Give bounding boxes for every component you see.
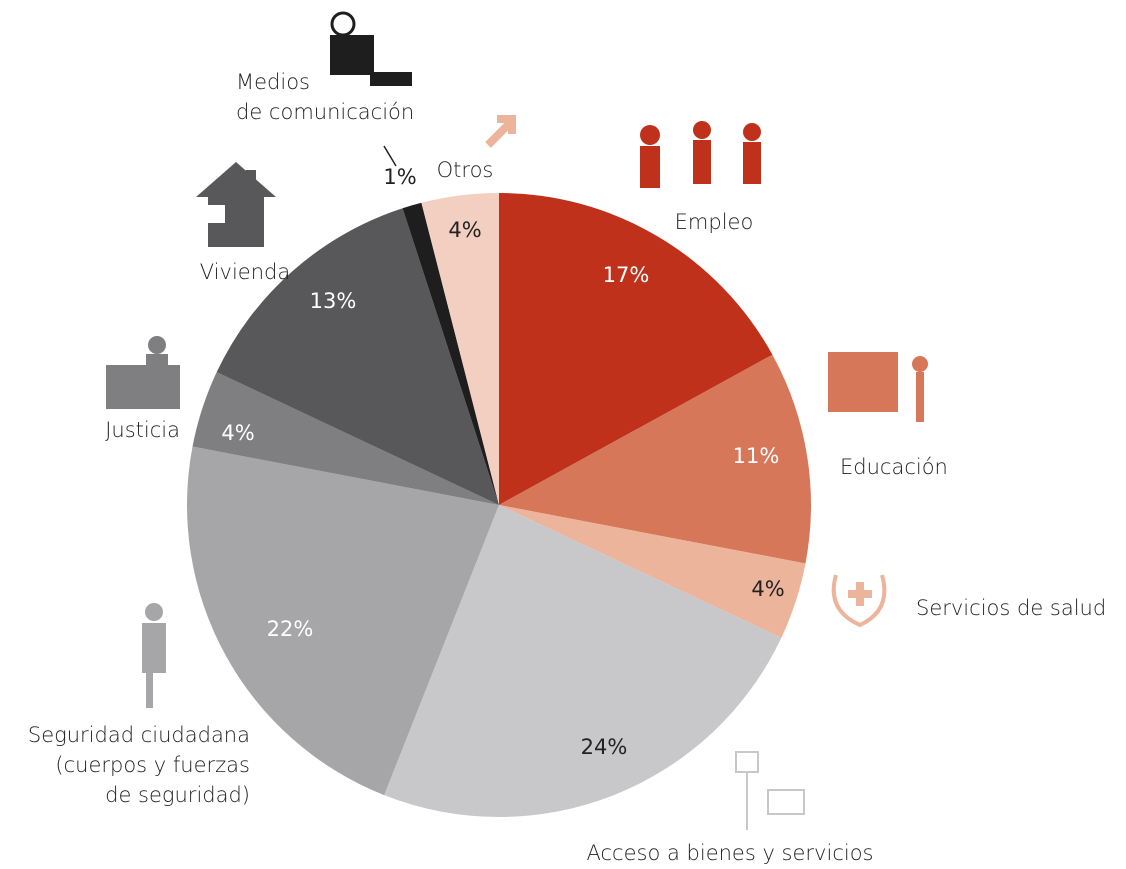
acceso-icon: [735, 751, 805, 830]
category-label: Otros: [436, 158, 494, 182]
empleo-icon: [640, 121, 761, 188]
category-label: Medios de comunicación: [236, 70, 415, 124]
value-label: 4%: [221, 421, 254, 445]
value-label: 13%: [310, 289, 357, 313]
value-label: 4%: [751, 577, 784, 601]
category-label: Justicia: [105, 418, 180, 442]
category-label: Educación: [840, 455, 948, 479]
medios-icon: [330, 11, 412, 86]
value-label: 1%: [383, 165, 416, 189]
value-label: 22%: [267, 617, 314, 641]
pie-slice: [499, 505, 806, 638]
value-label: 17%: [603, 263, 650, 287]
otros-icon: [485, 115, 516, 148]
category-label: Empleo: [674, 210, 754, 234]
value-label: 24%: [581, 735, 628, 759]
vivienda-icon: [196, 162, 276, 247]
pie-slice: [186, 446, 500, 796]
justicia-icon: [106, 336, 180, 409]
category-label: Servicios de salud: [916, 596, 1107, 620]
category-label: Seguridad ciudadana (cuerpos y fuerzas d…: [27, 723, 250, 807]
pie-slice: [499, 354, 812, 564]
leader-line: [383, 145, 397, 167]
educacion-icon: [828, 352, 928, 422]
seguridad-icon: [142, 603, 166, 708]
value-label: 11%: [733, 444, 780, 468]
pie-slice: [192, 372, 500, 505]
salud-icon: [831, 574, 887, 628]
category-label: Vivienda: [199, 260, 291, 284]
pie-slice: [499, 193, 773, 505]
pie-slice: [216, 208, 499, 505]
pie-slice: [384, 505, 782, 817]
category-label: Acceso a bienes y servicios: [586, 841, 874, 865]
pie-slice: [421, 193, 499, 505]
pie-slice: [402, 202, 499, 505]
value-label: 4%: [448, 218, 481, 242]
